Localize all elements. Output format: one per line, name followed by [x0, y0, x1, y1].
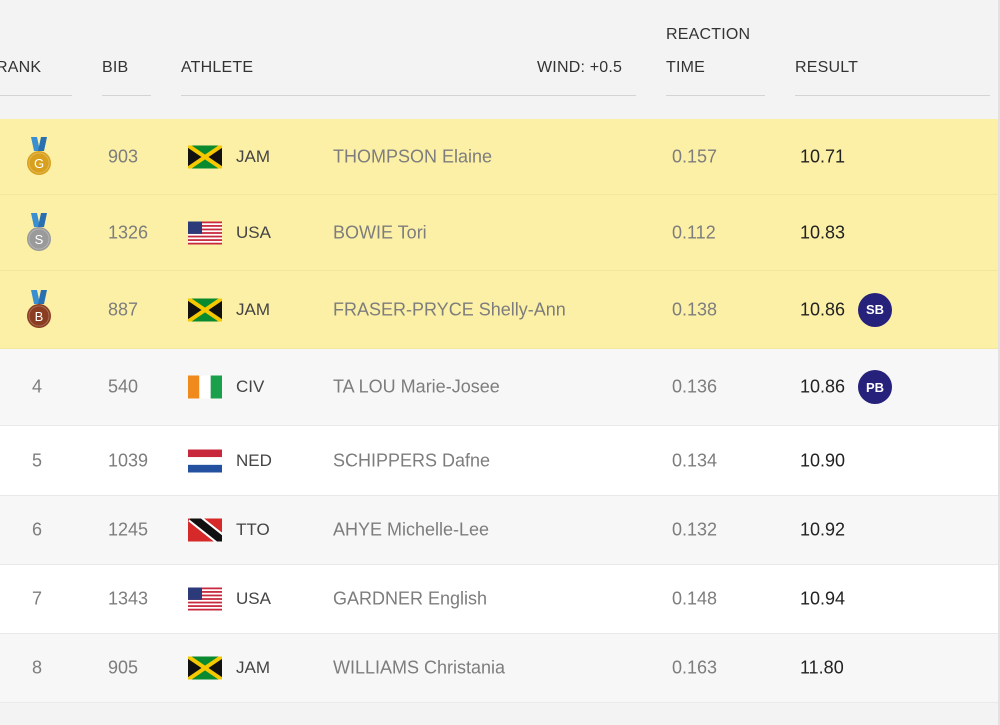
bib-cell: 540 [108, 376, 139, 397]
athlete-name-link[interactable]: GARDNER English [333, 588, 488, 609]
athlete-name-link[interactable]: SCHIPPERS Dafne [333, 450, 491, 470]
usa-flag-icon [188, 221, 222, 244]
athlete-name-link[interactable]: FRASER-PRYCE Shelly-Ann [333, 299, 566, 319]
header-wind: WIND: +0.5 [537, 59, 623, 76]
scroll-edge [998, 0, 1000, 725]
reaction-time-cell: 0.148 [672, 588, 718, 609]
header-underline-reaction [666, 95, 765, 96]
reaction-time-cell: 0.134 [672, 450, 718, 470]
table-row[interactable]: G 903 JAM THOMPSON Elaine 0.157 10.71 [0, 119, 1000, 195]
tto-flag-icon [188, 511, 230, 549]
bib-cell: 903 [108, 146, 139, 166]
reaction-time-cell: 0.157 [672, 146, 718, 166]
country-code: JAM [236, 299, 270, 319]
bib-cell: 1039 [108, 450, 149, 470]
reaction-time-cell: 0.112 [672, 222, 716, 242]
header-underline-result [795, 95, 990, 96]
header-athlete: ATHLETE [181, 59, 254, 76]
pb-record-badge: PB [858, 370, 892, 404]
table-row[interactable]: 6 1245 TTO AHYE Michelle-Lee 0.132 10.92 [0, 496, 1000, 565]
rank-cell: 6 [31, 519, 42, 540]
result-cell: 10.71 [800, 146, 846, 166]
jam-flag-icon [186, 296, 224, 323]
header-rank: RANK [0, 59, 42, 76]
header-bib: BIB [102, 59, 129, 76]
table-row[interactable]: 7 1343 USA GARDNER English 0.148 10.94 [0, 565, 1000, 634]
gold-medal-icon: G [25, 136, 53, 177]
country-code: USA [236, 589, 271, 608]
result-cell: 10.86 [800, 376, 846, 397]
result-cell: 11.80 [800, 657, 844, 678]
country-code: CIV [236, 377, 265, 396]
result-cell: 10.83 [800, 222, 846, 242]
rank-cell: 7 [31, 588, 42, 609]
result-cell: 10.92 [800, 519, 846, 540]
reaction-time-cell: 0.136 [672, 376, 718, 397]
table-row[interactable]: 5 1039 NED SCHIPPERS Dafne 0.134 10.90 [0, 426, 1000, 496]
table-row[interactable]: S 1326 USA BOWIE Tori 0.112 10.83 [0, 195, 1000, 271]
header-underline-bib [102, 95, 151, 96]
header-reaction-line1: REACTION [666, 26, 751, 43]
ned-flag-icon [188, 449, 222, 472]
svg-text:G: G [34, 156, 44, 171]
header-result: RESULT [795, 59, 859, 76]
header-underline-rank [0, 95, 72, 96]
header-underline-athlete [181, 95, 636, 96]
result-cell: 10.90 [800, 450, 846, 470]
svg-text:B: B [35, 309, 44, 324]
bib-cell: 905 [108, 657, 139, 678]
country-code: USA [236, 222, 271, 242]
result-cell: 10.86 [800, 299, 846, 319]
athlete-name-link[interactable]: BOWIE Tori [333, 222, 427, 242]
rank-cell: 4 [31, 376, 42, 397]
usa-flag-icon [188, 587, 222, 611]
bib-cell: 887 [108, 299, 139, 319]
result-cell: 10.94 [800, 588, 846, 609]
country-code: TTO [236, 520, 270, 539]
athlete-name-link[interactable]: TA LOU Marie-Josee [333, 376, 500, 397]
bib-cell: 1245 [108, 519, 149, 540]
reaction-time-cell: 0.132 [672, 519, 718, 540]
jam-flag-icon [186, 143, 224, 170]
bib-cell: 1343 [108, 588, 149, 609]
country-code: JAM [236, 658, 270, 677]
civ-flag-icon [188, 375, 222, 399]
athlete-name-link[interactable]: AHYE Michelle-Lee [333, 519, 490, 540]
country-code: JAM [236, 146, 270, 166]
table-row[interactable]: 8 905 JAM WILLIAMS Christania 0.163 11.80 [0, 634, 1000, 703]
rank-cell: 5 [31, 450, 42, 470]
svg-text:S: S [35, 232, 44, 247]
athlete-name-link[interactable]: WILLIAMS Christania [333, 657, 506, 678]
athlete-name-link[interactable]: THOMPSON Elaine [333, 146, 493, 166]
silver-medal-icon: S [25, 212, 53, 253]
results-header: RANK BIB ATHLETE WIND: +0.5 REACTION TIM… [0, 0, 1000, 118]
table-row[interactable]: B 887 JAM FRASER-PRYCE Shelly-Ann 0.138 10.86… [0, 271, 1000, 349]
reaction-time-cell: 0.163 [672, 657, 718, 678]
table-row[interactable]: 4 540 CIV TA LOU Marie-Josee 0.136 10.86 PB [0, 349, 1000, 426]
country-code: NED [236, 450, 272, 470]
rank-cell: 8 [31, 657, 42, 678]
reaction-time-cell: 0.138 [672, 299, 718, 319]
header-reaction-line2: TIME [666, 59, 706, 76]
results-table: G 903 JAM THOMPSON Elaine 0.157 10.71 S 1326 USA… [0, 119, 1000, 703]
bib-cell: 1326 [108, 222, 149, 242]
jam-flag-icon [186, 654, 224, 682]
bronze-medal-icon: B [25, 289, 53, 330]
sb-record-badge: SB [858, 292, 892, 327]
